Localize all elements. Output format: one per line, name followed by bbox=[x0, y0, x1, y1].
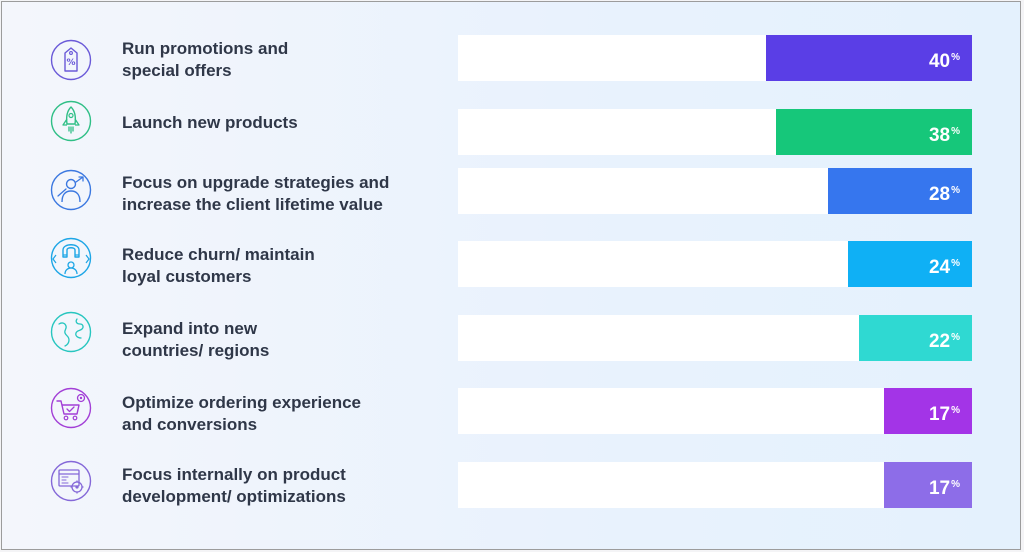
value-label: 17% bbox=[929, 462, 960, 512]
bar: 24% bbox=[848, 241, 972, 287]
value-number: 38 bbox=[928, 125, 951, 146]
rocket-icon bbox=[50, 100, 92, 142]
value-unit: % bbox=[951, 479, 960, 490]
dashboard-gear-icon bbox=[50, 460, 92, 502]
person-growth-icon bbox=[50, 169, 92, 211]
chart-row: Optimize ordering experience and conversi… bbox=[2, 387, 1020, 436]
bar-track: 40% bbox=[458, 35, 972, 81]
chart-row: Focus internally on product development/ … bbox=[2, 460, 1020, 510]
category-label: Run promotions and special offers bbox=[122, 38, 452, 82]
value-unit: % bbox=[951, 52, 960, 63]
chart-row: Expand into new countries/ regions 22% bbox=[2, 311, 1020, 363]
bar: 17% bbox=[884, 388, 972, 434]
category-label-line: loyal customers bbox=[122, 267, 252, 286]
chart-row: Focus on upgrade strategies and increase … bbox=[2, 168, 1020, 216]
cart-gear-icon bbox=[50, 387, 92, 429]
bar-track: 38% bbox=[458, 109, 972, 155]
bar: 38% bbox=[776, 109, 972, 155]
category-label-line: Optimize ordering experience bbox=[122, 393, 362, 412]
category-label: Focus on upgrade strategies and increase … bbox=[122, 172, 452, 216]
bar-track: 28% bbox=[458, 168, 972, 214]
value-unit: % bbox=[951, 405, 960, 416]
category-label-line: Expand into new bbox=[122, 319, 258, 338]
bar-track: 22% bbox=[458, 315, 972, 361]
chart-row: Reduce churn/ maintain loyal customers 24% bbox=[2, 237, 1020, 289]
category-label: Focus internally on product development/ … bbox=[122, 464, 452, 508]
category-label-line: Focus on upgrade strategies and bbox=[122, 173, 390, 192]
magnet-icon bbox=[50, 237, 92, 279]
category-label-line: Focus internally on product bbox=[122, 465, 346, 484]
value-label: 17% bbox=[929, 388, 960, 438]
bar: 28% bbox=[828, 168, 972, 214]
category-label-line: Launch new products bbox=[122, 113, 298, 132]
category-label-line: Reduce churn/ maintain bbox=[122, 245, 315, 264]
category-label: Expand into new countries/ regions bbox=[122, 318, 452, 362]
chart-row: Launch new products 38% bbox=[2, 100, 1020, 157]
value-number: 17 bbox=[928, 404, 951, 425]
bar: 17% bbox=[884, 462, 972, 508]
value-label: 22% bbox=[929, 315, 960, 365]
value-label: 28% bbox=[929, 168, 960, 218]
value-label: 38% bbox=[929, 109, 960, 159]
category-label-line: countries/ regions bbox=[122, 341, 270, 360]
discount-tag-icon: % bbox=[50, 39, 92, 81]
bar: 40% bbox=[766, 35, 972, 81]
value-number: 28 bbox=[928, 184, 951, 205]
globe-icon bbox=[50, 311, 92, 353]
value-unit: % bbox=[951, 185, 960, 196]
value-unit: % bbox=[951, 258, 960, 269]
category-label-line: Run promotions and bbox=[122, 39, 289, 58]
value-unit: % bbox=[951, 126, 960, 137]
bar-track: 17% bbox=[458, 388, 972, 434]
value-number: 24 bbox=[928, 257, 951, 278]
bar-track: 24% bbox=[458, 241, 972, 287]
chart-row: % Run promotions and special offers 40% bbox=[2, 35, 1020, 83]
value-label: 24% bbox=[929, 241, 960, 291]
value-number: 22 bbox=[928, 331, 951, 352]
value-number: 17 bbox=[928, 478, 951, 499]
value-unit: % bbox=[951, 332, 960, 343]
category-label: Reduce churn/ maintain loyal customers bbox=[122, 244, 452, 288]
category-label-line: increase the client lifetime value bbox=[122, 195, 383, 214]
category-label-line: development/ optimizations bbox=[122, 487, 346, 506]
category-label-line: and conversions bbox=[122, 415, 258, 434]
svg-text:%: % bbox=[66, 58, 75, 68]
value-label: 40% bbox=[929, 35, 960, 85]
bar: 22% bbox=[859, 315, 972, 361]
category-label: Launch new products bbox=[122, 112, 452, 134]
bar-track: 17% bbox=[458, 462, 972, 508]
category-label: Optimize ordering experience and conversi… bbox=[122, 392, 452, 436]
category-label-line: special offers bbox=[122, 61, 232, 80]
value-number: 40 bbox=[928, 51, 951, 72]
